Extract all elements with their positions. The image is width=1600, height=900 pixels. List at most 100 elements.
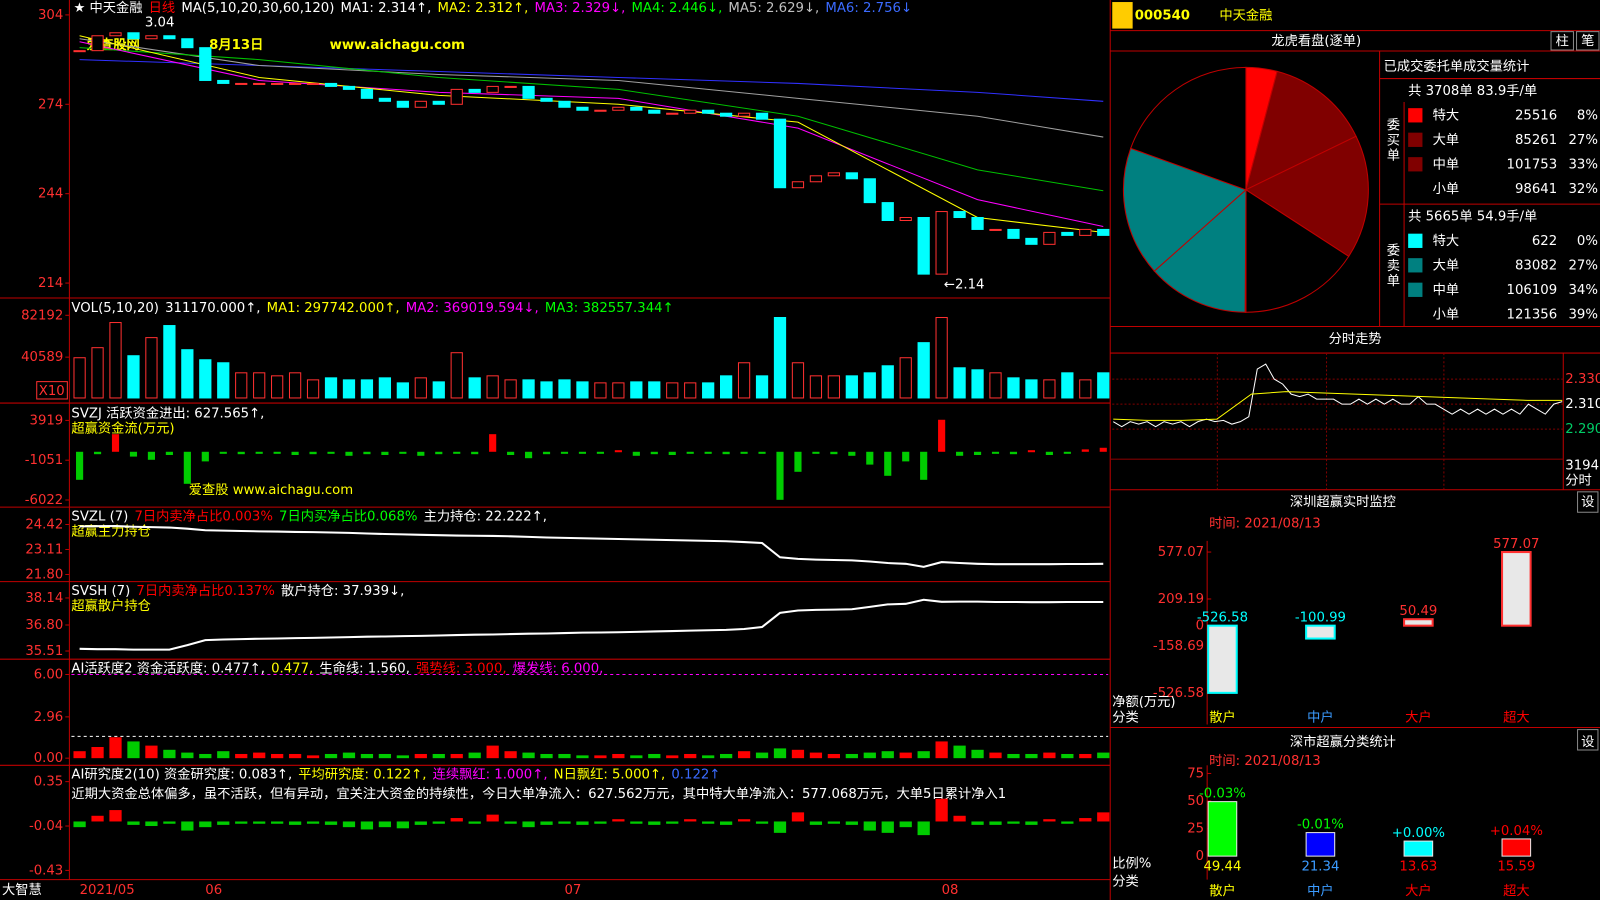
research-bar — [306, 821, 320, 824]
change-label: -0.01% — [1297, 817, 1344, 832]
candle — [863, 178, 876, 204]
research-bar — [504, 821, 517, 824]
activity-bar — [666, 755, 679, 759]
research-bar — [737, 819, 751, 822]
volume-bar — [630, 381, 643, 399]
flow-bar — [76, 451, 84, 480]
volume-bar — [1061, 372, 1074, 399]
panel-title-line: VOL(5,10,20) 311170.000↑, MA1: 297742.000↑… — [71, 301, 673, 316]
research-bar — [1007, 821, 1020, 824]
legend-swatch — [1408, 108, 1423, 123]
candle — [73, 50, 86, 53]
panel-title: 生命线: 1.560, — [319, 659, 410, 676]
panel-title: 爆发线: 6.000, — [513, 660, 604, 676]
button-label[interactable]: 笔 — [1581, 33, 1594, 49]
row-percent: 0% — [1577, 234, 1598, 249]
activity-bar — [73, 751, 86, 759]
row-volume: 622 — [1532, 234, 1557, 249]
activity-bar — [127, 741, 140, 759]
panel-title: 311170.000↑, — [165, 301, 260, 316]
activity-bar — [378, 753, 392, 759]
activity-bar — [576, 755, 589, 759]
volume-bar — [396, 382, 409, 399]
candle — [414, 100, 427, 108]
y-tick-label: 36.80 — [25, 618, 63, 633]
flow-bar — [453, 451, 461, 454]
panel-title: VOL(5,10,20) — [71, 301, 159, 316]
activity-bar — [684, 753, 697, 759]
research-bar — [324, 821, 338, 825]
stats-title: 已成交委托单成交量统计 — [1384, 57, 1530, 74]
y-tick-label: 2.290 — [1565, 422, 1600, 437]
candle — [791, 181, 805, 189]
axis-label: 净额(万元) — [1112, 694, 1175, 710]
volume-bar — [127, 355, 140, 399]
research-bar — [684, 819, 697, 822]
activity-bar — [271, 753, 284, 759]
button-frame[interactable] — [1577, 729, 1599, 751]
research-bar — [163, 821, 176, 824]
volume-bar — [145, 337, 158, 399]
volume-bar — [306, 379, 320, 399]
research-bar — [755, 821, 769, 824]
candle — [666, 112, 679, 115]
activity-bar — [432, 753, 445, 759]
flow-bar — [291, 451, 299, 455]
panel-title: MA3: 382557.344↑ — [545, 301, 674, 316]
volume-bar — [971, 369, 984, 399]
candle — [163, 35, 176, 40]
candle — [288, 82, 302, 85]
panel-title: 7日内卖净占比0.003% — [134, 508, 272, 524]
axis-label: 比例% — [1112, 855, 1151, 871]
research-bar — [702, 821, 715, 824]
header-item: MA5: 2.629↓, — [728, 1, 819, 16]
volume-bar — [1079, 379, 1092, 399]
category-label: 中户 — [1307, 882, 1334, 899]
research-bar — [109, 810, 122, 822]
research-bar — [253, 821, 266, 824]
research-bar — [288, 821, 302, 825]
stock-name: 中天金融 — [1219, 7, 1272, 23]
research-bar — [773, 821, 787, 833]
candle — [971, 217, 984, 230]
button-frame[interactable] — [1577, 491, 1599, 513]
button-frame[interactable] — [1550, 31, 1574, 51]
candle — [91, 35, 104, 52]
legend-swatch — [1408, 132, 1423, 147]
candle — [558, 100, 571, 108]
button-label[interactable]: 设 — [1581, 734, 1594, 750]
activity-bar — [899, 752, 912, 759]
activity-bar — [917, 751, 930, 759]
volume-bar — [684, 382, 697, 399]
research-bar — [666, 821, 679, 824]
research-bar — [809, 821, 823, 825]
axis-label: 分类 — [1112, 709, 1139, 725]
activity-bar — [1043, 752, 1056, 759]
candle — [773, 118, 787, 189]
research-bar — [881, 821, 894, 833]
header-item-line: ★ 中天金融 日线 MA(5,10,20,30,60,120) MA1: 2.314↑… — [73, 0, 912, 16]
button-label[interactable]: 设 — [1581, 494, 1594, 510]
candle — [540, 97, 553, 102]
research-bar — [1079, 818, 1092, 822]
volume-bar — [468, 377, 481, 399]
flow-bar — [848, 451, 856, 456]
flow-bar — [1045, 451, 1053, 455]
row-label: 中单 — [1433, 156, 1460, 172]
volume-bar — [791, 362, 805, 399]
y-tick-label: 35.51 — [25, 644, 63, 659]
candle — [324, 82, 338, 87]
panel-title: MA1: 297742.000↑, — [267, 301, 400, 316]
net-bar — [1207, 624, 1238, 694]
y-tick-label: 75 — [1187, 766, 1204, 781]
candle — [702, 109, 715, 114]
row-label: 特大 — [1433, 233, 1460, 249]
volume-bar — [881, 365, 894, 399]
volume-bar — [1025, 379, 1038, 399]
activity-bar — [1007, 753, 1020, 759]
button-frame[interactable] — [1576, 31, 1600, 51]
button-label[interactable]: 柱 — [1556, 33, 1569, 49]
activity-bar — [288, 753, 302, 759]
activity-bar — [486, 745, 499, 759]
header-item: MA1: 2.314↑, — [341, 1, 432, 16]
